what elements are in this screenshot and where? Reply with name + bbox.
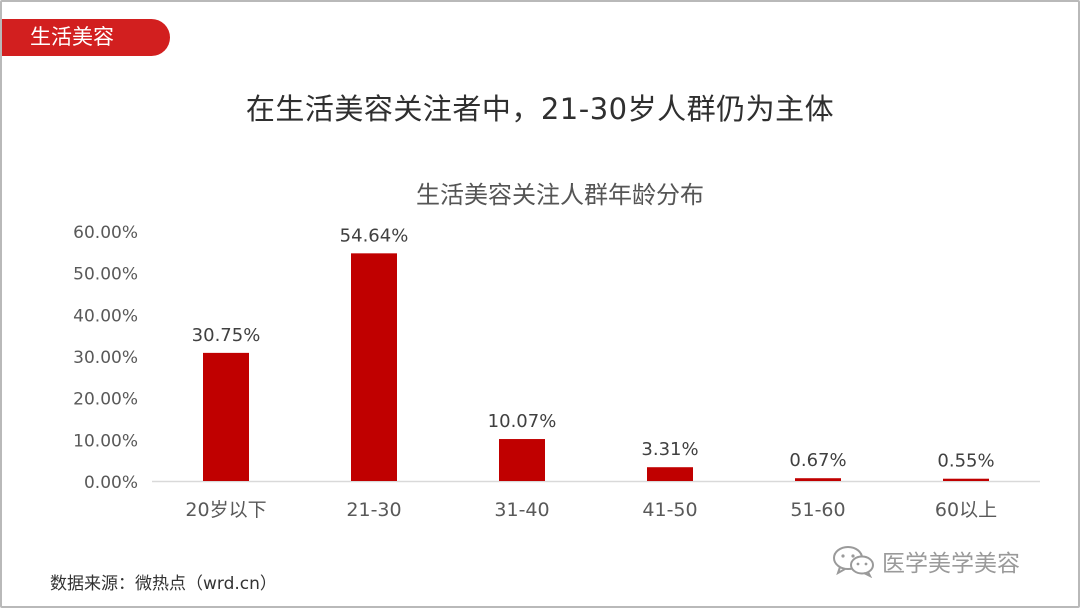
- bar: [795, 478, 841, 481]
- bar-value-label: 3.31%: [641, 439, 698, 460]
- bar: [943, 478, 989, 481]
- y-tick-label: 30.00%: [73, 348, 138, 368]
- x-tick-label: 20岁以下: [185, 499, 266, 521]
- y-tick-label: 0.00%: [84, 473, 138, 493]
- bars: [203, 253, 989, 481]
- bar-value-label: 10.07%: [488, 411, 557, 432]
- x-axis-ticks: 20岁以下 21-30 31-40 41-50 51-60 60以上: [185, 499, 997, 521]
- section-tag: 生活美容: [2, 19, 170, 56]
- bar: [351, 253, 397, 481]
- y-tick-label: 10.00%: [73, 431, 138, 451]
- bar: [647, 467, 693, 481]
- bar-value-label: 30.75%: [192, 325, 261, 346]
- y-tick-label: 50.00%: [73, 265, 138, 285]
- bar-value-label: 54.64%: [340, 225, 409, 246]
- y-tick-label: 40.00%: [73, 306, 138, 326]
- page-title: 在生活美容关注者中，21-30岁人群仍为主体: [245, 92, 835, 126]
- watermark-text: 医学美学美容: [882, 551, 1020, 577]
- x-tick-label: 60以上: [935, 499, 997, 521]
- bar-value-labels: 30.75% 54.64% 10.07% 3.31% 0.67% 0.55%: [192, 225, 995, 471]
- y-tick-label: 60.00%: [73, 223, 138, 243]
- y-axis-ticks: 0.00% 10.00% 20.00% 30.00% 40.00% 50.00% 60.00…: [73, 223, 138, 493]
- bar-value-label: 0.55%: [937, 451, 994, 472]
- x-tick-label: 41-50: [642, 499, 697, 521]
- bar: [499, 439, 545, 481]
- wechat-icon: [833, 546, 874, 578]
- bar-value-label: 0.67%: [789, 450, 846, 471]
- bar: [203, 352, 249, 481]
- data-source: 数据来源：微热点（wrd.cn）: [50, 574, 277, 594]
- watermark: 医学美学美容: [832, 544, 1020, 578]
- y-tick-label: 20.00%: [73, 390, 138, 410]
- chart-title: 生活美容关注人群年龄分布: [416, 181, 704, 209]
- x-tick-label: 51-60: [790, 499, 845, 521]
- x-tick-label: 31-40: [494, 499, 549, 521]
- x-tick-label: 21-30: [346, 499, 401, 521]
